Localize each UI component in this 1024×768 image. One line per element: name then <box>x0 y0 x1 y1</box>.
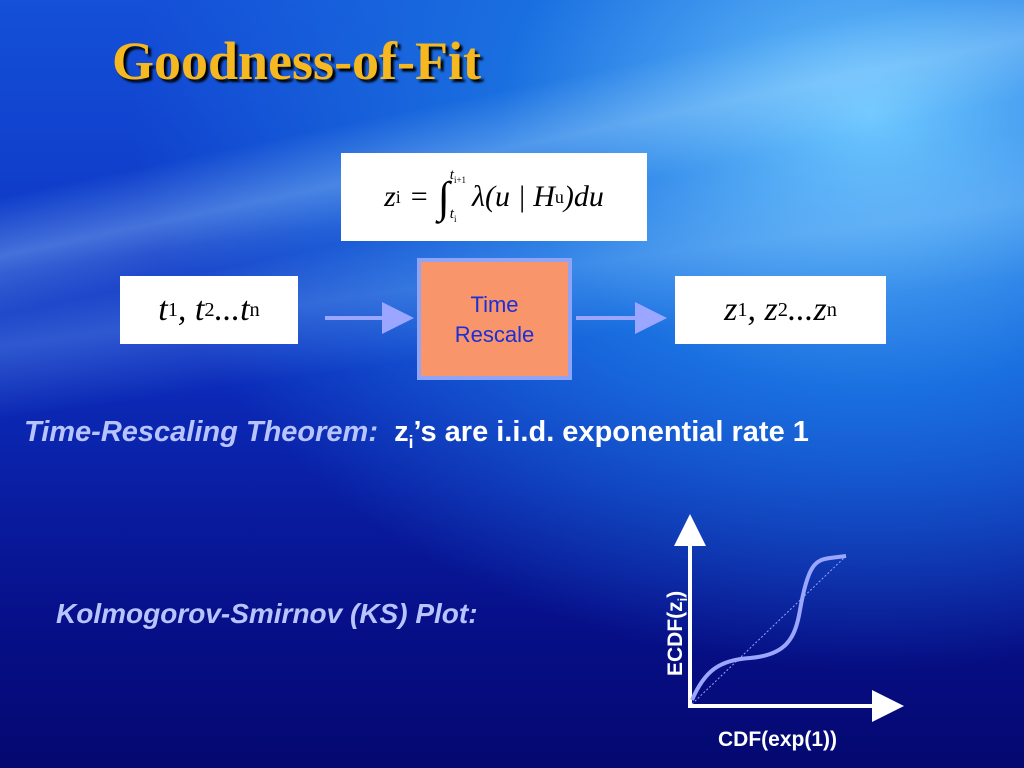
seq-main: z <box>764 291 778 328</box>
formula-upper-sub: i+1 <box>453 175 467 185</box>
theorem-sub: i <box>408 431 414 452</box>
theorem: Time-Rescaling Theorem: zi’s are i.i.d. … <box>24 416 809 453</box>
y-label-sub: i <box>676 597 691 602</box>
process-box: Time Rescale <box>417 258 572 380</box>
theorem-label: Time-Rescaling Theorem: <box>24 416 379 448</box>
seq-main: t <box>158 291 168 328</box>
formula-integral: ∫ <box>437 172 450 222</box>
diagonal <box>691 555 847 705</box>
seq-sep: ... <box>787 291 814 328</box>
seq-main: t <box>194 291 205 328</box>
y-axis-label: ECDF(zi) <box>664 591 690 676</box>
ks-curve <box>690 554 847 701</box>
theorem-text: ’s are i.i.d. exponential rate 1 <box>413 416 809 448</box>
theorem-var: z <box>394 416 409 448</box>
process-line: Time <box>470 292 519 317</box>
seq-sep: , <box>177 291 195 328</box>
formula-lower-sub: i <box>453 214 457 224</box>
formula-lower: ti <box>450 197 466 236</box>
seq-sub: n <box>249 298 260 321</box>
formula-upper-main: t <box>449 167 454 183</box>
formula-upper: ti+1 <box>450 158 466 197</box>
seq-sub: 2 <box>777 298 788 321</box>
y-label-main: ECDF(z <box>664 601 687 676</box>
formula-lhs: z <box>384 180 396 213</box>
formula-tail: )du <box>563 180 604 213</box>
seq-sep: , <box>747 291 765 328</box>
formula-body-sub: u <box>554 186 564 207</box>
formula-eq: = <box>410 180 428 213</box>
formula-sub: i <box>395 186 401 207</box>
seq-sub: 1 <box>737 298 748 321</box>
seq-main: z <box>813 291 827 328</box>
seq-sub: 2 <box>204 298 215 321</box>
seq-main: t <box>240 291 250 328</box>
seq-sep: ... <box>214 291 241 328</box>
x-axis-label: CDF(exp(1)) <box>718 728 837 751</box>
formula-lower-main: t <box>449 206 454 222</box>
formula-body: λ(u | H <box>472 180 555 213</box>
seq-main: z <box>724 291 738 328</box>
ks-label: Kolmogorov-Smirnov (KS) Plot: <box>56 598 478 629</box>
seq-sub: 1 <box>167 298 178 321</box>
title: Goodness-of-Fit <box>112 31 481 91</box>
y-label-end: ) <box>664 590 687 598</box>
process-line: Rescale <box>454 322 535 347</box>
seq-sub: n <box>826 298 837 321</box>
